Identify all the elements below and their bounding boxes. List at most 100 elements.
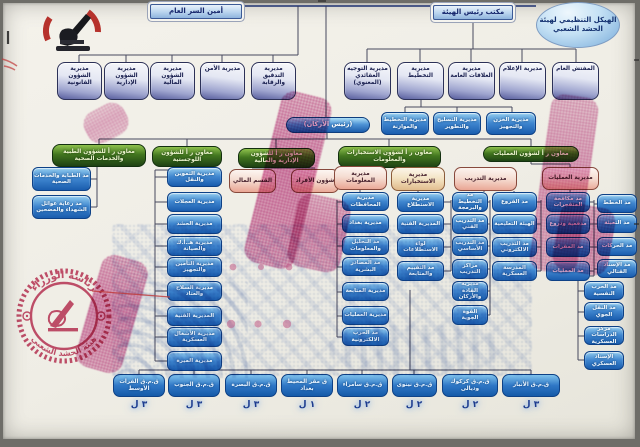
sector-command-box: ق.م.ق سامراء — [337, 374, 388, 397]
assistant-bar: معاون ر أ للشؤون الطبية والخدمات الصحية — [52, 144, 146, 167]
org-node-label: شؤون الأفراد — [295, 177, 335, 184]
directorate-box: مديرية الأمن — [200, 62, 245, 100]
assistant-bar: معاون ر أ للشؤون الإدارية والمالية — [238, 148, 315, 168]
org-node-label: ق.م.ق نينوى — [396, 382, 433, 389]
chief-of-staff-bar: (رئيس الأركان) — [286, 117, 370, 133]
directorate-box: مديرية الشؤون القانونية — [57, 62, 102, 100]
unit-box: مديرية السلاح والعتاد — [167, 281, 222, 301]
org-node-label: مد النقل الجوي — [592, 305, 616, 318]
org-node-label: ق.م.ق كركوك وديالى — [450, 378, 490, 392]
org-chart-title: الهيكل التنظيمي لهيئة الحشد الشعبي — [536, 2, 620, 48]
org-node-label: مد التقييم والمتابعة — [406, 264, 435, 277]
unit-box: مدفعية ودروع — [546, 214, 590, 234]
unit-box: مديرية العجلات — [167, 192, 222, 212]
unit-box: مد التدريب الأساسي — [452, 236, 488, 256]
org-node-label: مديرية بغداد — [349, 220, 382, 227]
unit-box: مراكز التدريب — [452, 259, 488, 279]
org-node-label: مديرية التسليح والتطوير — [437, 117, 477, 130]
org-node-label: مديرية التدقيق والرقابة — [261, 66, 286, 86]
department-box: مديرية التدريب — [454, 167, 517, 191]
org-node-label: مديرية المحافظات — [350, 195, 381, 208]
org-node-label: المديرية الفنية — [174, 312, 215, 319]
org-node-label: مديرية التموين والنقل — [174, 170, 215, 183]
org-node-label: المفتش العام — [556, 66, 595, 72]
org-node-label: مديرية المتابعة — [345, 288, 386, 295]
unit-box: مديرية التأمين والتجهيز — [167, 257, 222, 277]
org-node-label: مد مكافحة المتفجرات — [553, 195, 583, 208]
org-node-label: معاون ر أ للشؤون اللوجستية — [161, 149, 213, 163]
unit-box: مد التدريب الفني — [452, 214, 488, 234]
brigade-count-label: ٣ ل — [242, 400, 260, 410]
org-node-label: مديرية العمليات — [344, 312, 387, 319]
brigade-count-label: ١ ل — [298, 400, 316, 410]
org-node-label: مديرية الأمن — [204, 66, 241, 72]
org-node-label: مد الطبابة والخدمات الصحية — [34, 172, 89, 185]
org-node-label: مديرية الاستخبارات — [400, 172, 436, 185]
brigade-count-label: ٢ ل — [353, 400, 371, 410]
org-node-label: الهيكل التنظيمي لهيئة الحشد الشعبي — [539, 16, 617, 33]
directorate-box: مديرية الإعلام — [499, 62, 546, 100]
sector-command-box: ق.م.ق الفرات الأوسط — [113, 374, 165, 397]
unit-box: المديرية الفنية — [167, 306, 222, 326]
unit-box: مد الطبابة والخدمات الصحية — [32, 167, 91, 191]
unit-box: مد التقييم والمتابعة — [397, 261, 444, 281]
org-node-label: مد المقرات — [552, 243, 584, 250]
sector-command-box: ق.م.ق الأنبار — [502, 374, 560, 397]
org-node-label: مد الحركات — [601, 243, 633, 250]
unit-box: مديرية الأشغال العسكرية — [167, 327, 222, 347]
org-node-label: مد التدريب الالكتروني — [500, 240, 529, 253]
org-node-label: مركز الدراسات العسكرية — [591, 326, 617, 345]
unit-box: القوة الجوية — [452, 305, 488, 325]
org-node-label: ق.م.ق البصرة — [231, 382, 271, 389]
org-node-label: مديرية الحشد — [176, 220, 213, 227]
org-node-label: الهيئة التعليمية — [494, 220, 535, 227]
org-node-label: مد التحليل والمعلومات — [350, 239, 381, 252]
org-node-label: المديرية الفنية — [400, 220, 441, 227]
org-node-label: مديرية العلاقات العامة — [450, 66, 493, 79]
directorate-box: مديرية التخطيط — [397, 62, 444, 100]
org-node-label: مديرية التأمين والتجهيز — [175, 260, 214, 273]
directorate-box: مديرية التدقيق والرقابة — [251, 62, 296, 100]
org-node-label: مد الخطط — [603, 200, 631, 207]
unit-box: المدرسة العسكرية — [492, 261, 537, 281]
unit-box: مد الإسناد القتالي — [597, 259, 637, 278]
brigade-count-label: ٢ ل — [405, 400, 423, 410]
unit-box: مديرية الخزن والتجهيز — [486, 112, 536, 135]
org-node-label: مد الإسناد القتالي — [603, 262, 631, 275]
org-node-label: مديرية الإعلام — [502, 66, 543, 72]
unit-box: مديرية التموين والنقل — [167, 167, 222, 187]
prime-ministry-stamp: رئاسة الوزراء هيئة الحشد الشعبي — [16, 268, 112, 364]
org-node-label: معاون ر أ للشؤون الإدارية والمالية — [250, 151, 303, 164]
org-node-label: مديرية التدريب — [464, 175, 507, 182]
org-node-label: مديرية الأشغال العسكرية — [174, 330, 215, 343]
unit-box: مد النقل الجوي — [584, 302, 624, 321]
org-node-label: الإسناد العسكري — [591, 354, 617, 367]
unit-box: مد التحليل والمعلومات — [342, 236, 389, 255]
org-node-label: مديرية هـ.أ.ك والصيانة — [176, 239, 213, 252]
org-node-label: مديرية القادة والأركان — [458, 281, 482, 301]
org-node-label: مد المصادر البشرية — [350, 260, 381, 273]
org-node-label: مد التخطيط والبرمجة — [458, 192, 482, 212]
org-node-label: معاون ر أ لشؤون العمليات — [493, 150, 569, 157]
org-node-label: مد التدريب الأساسي — [455, 239, 485, 252]
unit-box: مد الحركات — [597, 237, 637, 256]
unit-box: مديرية المتابعة — [342, 282, 389, 301]
sector-command-box: ق مقر المحيط بغداد — [281, 374, 333, 397]
org-node-label: مد الفروع — [500, 198, 528, 205]
unit-box: مديرية المحافظات — [342, 192, 389, 211]
org-node-label: مديرية التخطيط — [408, 66, 433, 79]
unit-box: الإسناد العسكري — [584, 351, 624, 370]
unit-box: لواء الاستطلاعات — [397, 237, 444, 257]
org-node-label: القسم المالي — [232, 177, 273, 184]
org-node-label: مديرية الميرة — [176, 357, 213, 364]
sector-command-box: ق.م.ق الجنوب — [168, 374, 220, 397]
org-node-label: مد التعبئة — [604, 220, 630, 227]
department-box: القسم المالي — [229, 169, 276, 193]
pmf-emblem-logo — [43, 9, 101, 51]
assistant-bar: معاون ر أ لشؤون الاستخبارات والمعلومات — [338, 146, 441, 168]
org-node-label: المدرسة العسكرية — [502, 264, 527, 277]
org-node-label: مد الحرب الالكترونية — [351, 330, 380, 343]
unit-box: مد رعاية عوائل الشهداء والمضحين — [32, 195, 91, 219]
